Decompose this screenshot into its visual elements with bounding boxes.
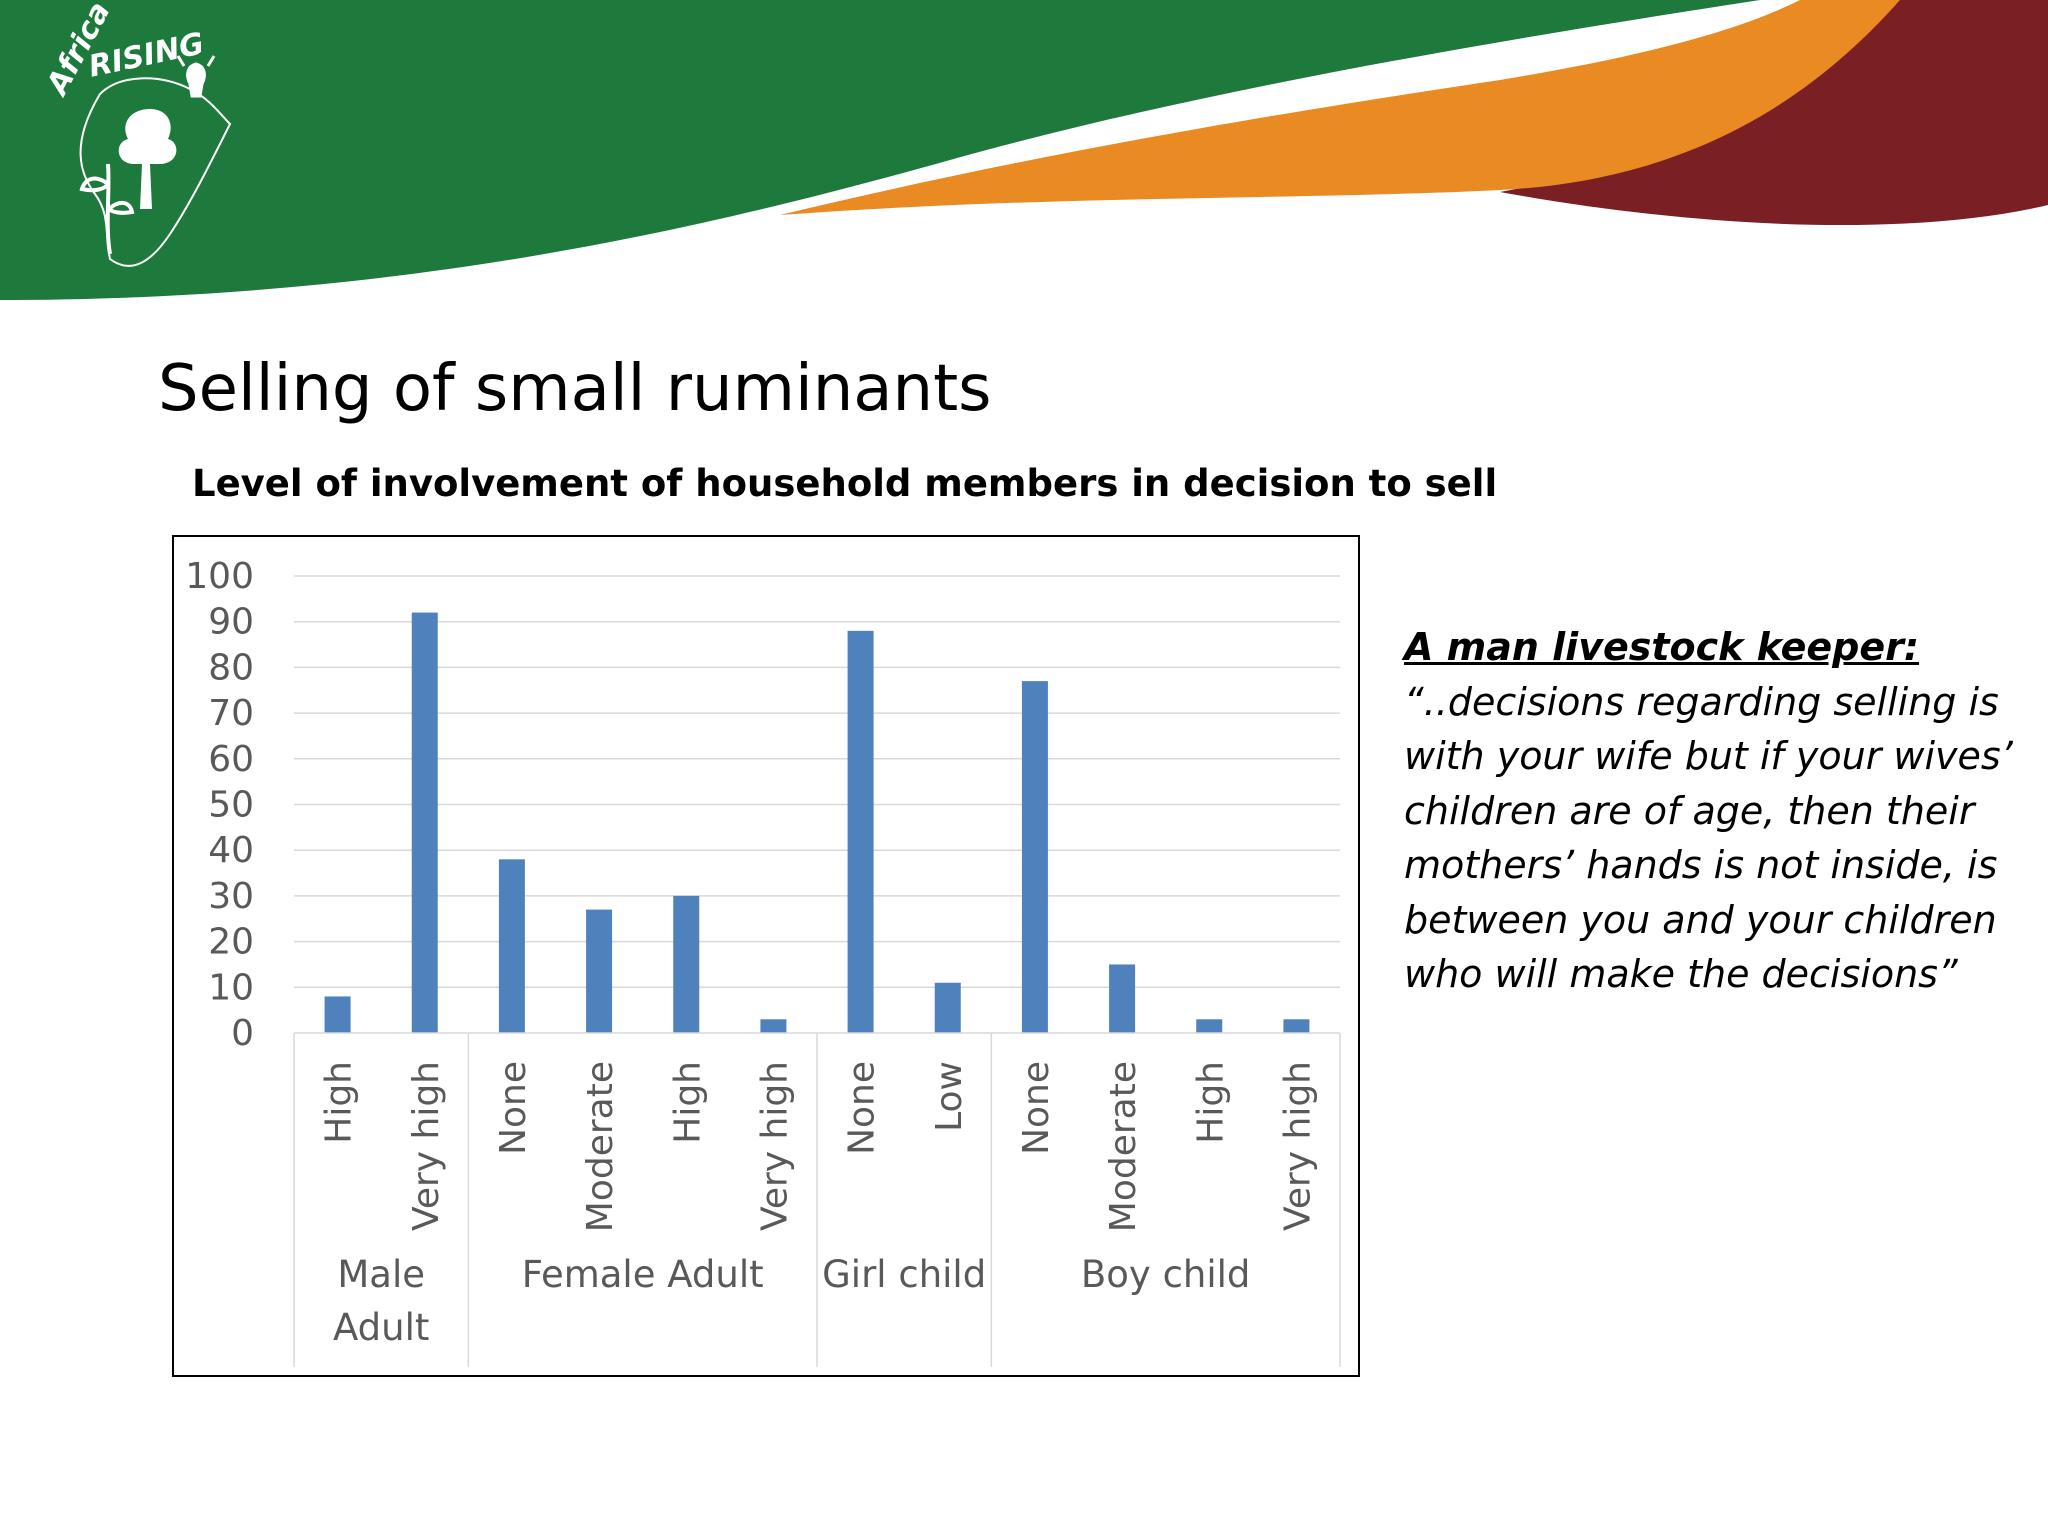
group-label: Female Adult <box>522 1253 764 1296</box>
africa-outline-icon <box>79 55 232 267</box>
x-tick-label: None <box>1016 1061 1057 1155</box>
y-tick-label: 80 <box>208 647 254 688</box>
y-tick-label: 20 <box>208 922 254 963</box>
bar <box>411 612 438 1033</box>
quote-line: who will make the decisions” <box>1404 952 1958 996</box>
y-tick-label: 50 <box>208 785 254 826</box>
tree-icon <box>118 109 177 209</box>
y-tick-label: 100 <box>185 556 254 597</box>
bar <box>498 859 525 1033</box>
y-tick-label: 60 <box>208 739 254 780</box>
banner-green-band <box>0 0 1760 300</box>
sprout-icon <box>79 163 135 255</box>
quote-heading: A man livestock keeper: <box>1404 625 1920 669</box>
y-tick-label: 0 <box>231 1013 254 1054</box>
group-label: Boy child <box>1081 1253 1251 1296</box>
quote-line: children are of age, then their <box>1404 788 1975 833</box>
y-tick-label: 90 <box>208 602 254 643</box>
x-tick-label: High <box>667 1061 708 1144</box>
x-tick-label: Low <box>929 1061 970 1132</box>
bar <box>847 630 874 1033</box>
africa-rising-logo: Africa RISING <box>10 0 250 284</box>
x-tick-label: Very high <box>1277 1061 1318 1231</box>
banner-maroon-wave <box>1500 0 2048 226</box>
page-title: Selling of small ruminants <box>158 352 992 426</box>
x-tick-label: Very high <box>754 1061 795 1231</box>
y-tick-label: 10 <box>208 967 254 1008</box>
x-tick-label: None <box>493 1061 534 1155</box>
bar <box>1283 1019 1310 1033</box>
cow-head-icon <box>176 55 216 98</box>
x-tick-label: Moderate <box>1103 1061 1144 1232</box>
group-label: Girl child <box>822 1253 986 1296</box>
bar <box>324 996 351 1033</box>
y-tick-label: 40 <box>208 830 254 871</box>
bar <box>934 982 961 1033</box>
bar <box>586 909 613 1033</box>
x-tick-label: High <box>1190 1061 1231 1144</box>
quote-block: A man livestock keeper: “..decisions reg… <box>1404 620 2024 1002</box>
bar <box>1021 681 1048 1033</box>
group-label: Male <box>337 1253 425 1296</box>
header-banner <box>0 0 2048 300</box>
bar <box>1196 1019 1223 1033</box>
chart-frame: 0 10 20 30 40 50 60 70 80 90 100 High Very high None M… <box>172 535 1360 1377</box>
quote-line: with your wife but if your wives’ <box>1404 734 2013 778</box>
y-tick-label: 70 <box>208 693 254 734</box>
quote-line: between you and your children <box>1404 897 1997 942</box>
x-tick-label: Very high <box>406 1061 447 1231</box>
chart-title: Level of involvement of household member… <box>192 462 1498 505</box>
banner-orange-wave <box>780 0 1900 215</box>
x-tick-label: None <box>842 1061 883 1155</box>
bar <box>673 895 700 1033</box>
y-tick-label: 30 <box>208 876 254 917</box>
x-tick-label: Moderate <box>580 1061 621 1232</box>
x-tick-label: High <box>319 1061 360 1144</box>
bar <box>1109 964 1136 1033</box>
group-label: Adult <box>333 1306 429 1349</box>
quote-line: “..decisions regarding selling is <box>1404 679 1999 724</box>
bar <box>760 1019 787 1033</box>
quote-line: mothers’ hands is not inside, is <box>1404 843 1998 887</box>
